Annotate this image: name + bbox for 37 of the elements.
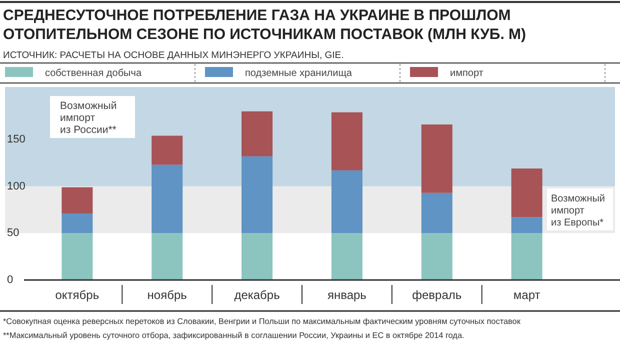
bar — [152, 136, 183, 165]
legend-label: импорт — [450, 68, 484, 79]
bar — [511, 217, 542, 234]
bar — [242, 111, 273, 156]
x-tick-label: январь — [327, 288, 366, 302]
y-tick-label: 100 — [7, 180, 26, 192]
x-tick-label: декабрь — [234, 288, 280, 302]
bar — [152, 164, 183, 234]
bar — [62, 187, 93, 214]
x-tick-label: ноябрь — [147, 288, 187, 302]
y-tick-label: 0 — [7, 274, 14, 286]
bar — [62, 213, 93, 234]
x-tick-label: февраль — [412, 288, 462, 302]
bar — [421, 124, 452, 193]
band-label: Возможный импорт из Европы* — [551, 193, 606, 228]
y-tick-label: 50 — [7, 227, 20, 240]
text: **Максимальный уровень суточного отбора, зафиксированный в соглашении России, Украины и ЕС в октябре 2014 года. — [3, 331, 464, 340]
x-tick-label: март — [513, 288, 541, 302]
legend-label: подземные хранилища — [245, 68, 352, 79]
chart-title: СРЕДНЕСУТОЧНОЕ ПОТРЕБЛЕНИЕ ГАЗА НА УКРАИНЕ В ПРОШЛОМ ОТОПИТЕЛЬНОМ СЕЗОНЕ ПО ИСТОЧНИКАМ ПОСТАВОК (МЛН КУБ. М) — [3, 7, 526, 43]
bar — [152, 233, 183, 280]
bar — [242, 156, 273, 234]
band-label: Возможный импорт из России** — [60, 100, 117, 136]
chart-subtitle: ИСТОЧНИК: РАСЧЕТЫ НА ОСНОВЕ ДАННЫХ МИНЭНЕРГО УКРАИНЫ, GIE. — [3, 50, 344, 61]
bar — [421, 192, 452, 234]
bar — [421, 233, 452, 280]
bar — [511, 168, 542, 218]
text: *Совокупная оценка реверсных перетоков из Словакии, Венгрии и Польши по максимальным фактическим уровням суточных поставок — [3, 317, 521, 326]
x-tick-label: октябрь — [55, 288, 100, 302]
bar — [331, 233, 362, 280]
bar — [331, 112, 362, 170]
bar — [242, 233, 273, 280]
bar — [511, 233, 542, 280]
legend-label: собственная добыча — [45, 68, 142, 79]
bar — [62, 233, 93, 280]
bar — [331, 170, 362, 234]
y-tick-label: 150 — [7, 133, 26, 146]
